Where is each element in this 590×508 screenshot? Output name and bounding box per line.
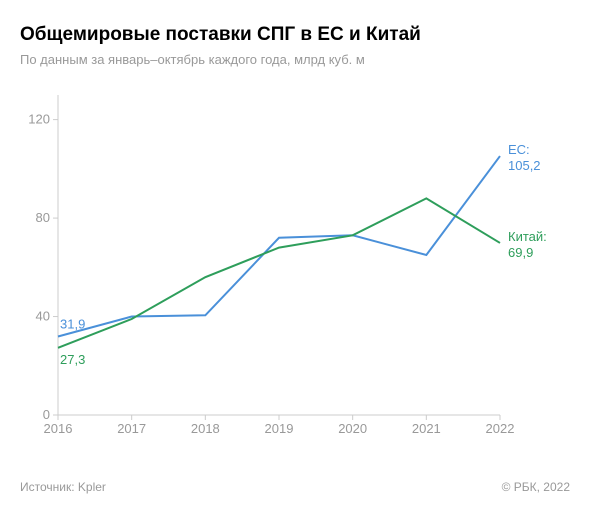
series-line-Китай xyxy=(58,198,500,347)
svg-text:80: 80 xyxy=(36,210,50,225)
copyright-text: © РБК, 2022 xyxy=(502,480,570,494)
svg-text:2017: 2017 xyxy=(117,421,146,436)
chart-title: Общемировые поставки СПГ в ЕС и Китай xyxy=(20,24,570,46)
svg-text:2022: 2022 xyxy=(486,421,515,436)
end-label-value-Китай: 69,9 xyxy=(508,245,533,260)
start-label-Китай: 27,3 xyxy=(60,352,85,367)
source-text: Источник: Kpler xyxy=(20,480,106,494)
series-line-ЕС xyxy=(58,156,500,336)
svg-text:120: 120 xyxy=(28,112,50,127)
start-label-ЕС: 31,9 xyxy=(60,316,85,331)
chart-subtitle: По данным за январь–октябрь каждого года… xyxy=(20,52,570,67)
svg-text:2020: 2020 xyxy=(338,421,367,436)
svg-text:2016: 2016 xyxy=(44,421,73,436)
end-label-value-ЕС: 105,2 xyxy=(508,158,541,173)
svg-text:2019: 2019 xyxy=(265,421,294,436)
svg-text:2018: 2018 xyxy=(191,421,220,436)
chart-area: 0 40 80 120 2016 2017 2018 2019 2020 2021 2022 31,9… xyxy=(20,85,570,445)
svg-text:2021: 2021 xyxy=(412,421,441,436)
svg-text:40: 40 xyxy=(36,309,50,324)
end-label-name-Китай: Китай: xyxy=(508,229,547,244)
svg-text:0: 0 xyxy=(43,407,50,422)
line-chart: 0 40 80 120 2016 2017 2018 2019 2020 2021 2022 31,9… xyxy=(20,85,570,445)
end-label-name-ЕС: ЕС: xyxy=(508,142,530,157)
